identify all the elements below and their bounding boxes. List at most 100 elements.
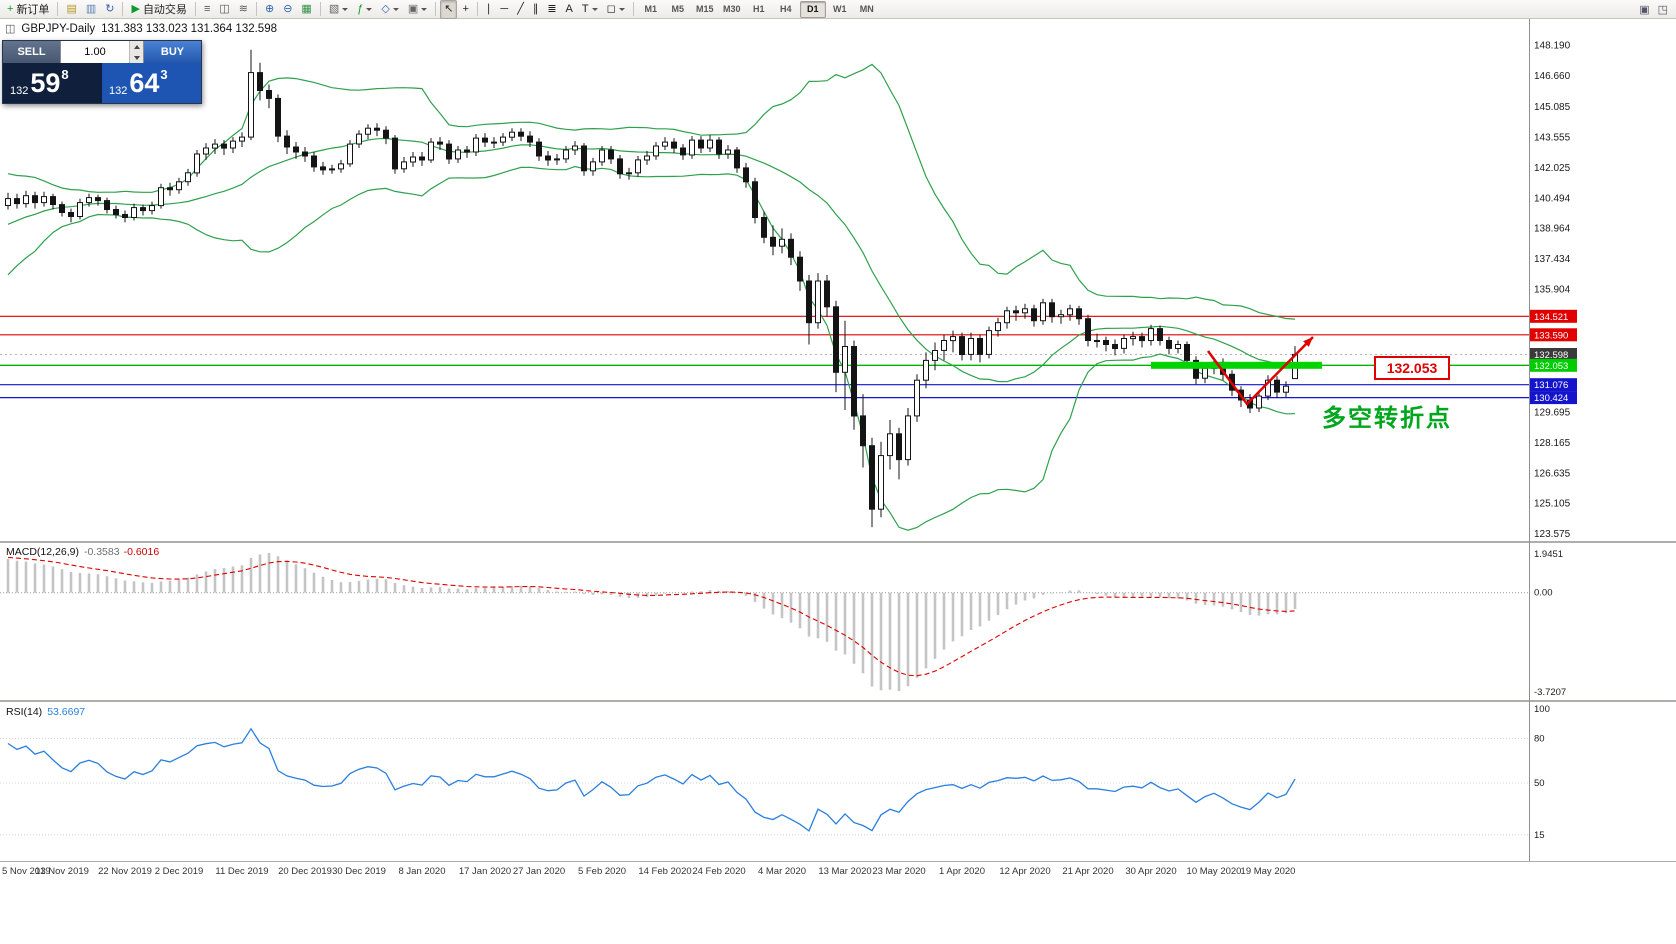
price-tag: 132.053 <box>1534 361 1568 372</box>
turning-point-note[interactable]: 多空转折点 <box>1322 405 1452 432</box>
price-tag: 131.076 <box>1534 380 1568 391</box>
date-label: 20 Dec 2019 <box>278 866 332 877</box>
new-chart-icon[interactable]: ▤ <box>66 2 77 15</box>
trendline-icon[interactable]: ╱ <box>517 2 524 15</box>
macd-indicator-label: MACD(12,26,9) -0.3583 -0.6016 <box>6 546 159 558</box>
line-chart-type-icon[interactable]: ≋ <box>238 2 248 15</box>
price-axis-label: 143.555 <box>1534 133 1571 144</box>
shapes-icon[interactable]: ◻ <box>603 0 629 19</box>
sell-price-sup: 8 <box>61 67 69 82</box>
volume-up-icon[interactable] <box>130 41 143 52</box>
cursor-icon[interactable]: ↖ <box>440 0 458 19</box>
chart-title-ohlc: 131.383 133.023 131.364 132.598 <box>101 22 277 35</box>
date-label: 1 Apr 2020 <box>939 866 985 877</box>
vertical-line-icon[interactable]: ∣ <box>485 2 492 15</box>
sell-price-big: 59 <box>30 68 61 98</box>
price-axis-label: 128.165 <box>1534 438 1571 449</box>
timeframe-button-mn[interactable]: MN <box>859 4 874 14</box>
buy-button[interactable]: BUY <box>144 41 201 63</box>
sell-price[interactable]: 132 59 8 <box>3 63 102 103</box>
volume-value[interactable]: 1.00 <box>84 46 106 58</box>
windows-icon[interactable]: ▣ <box>404 0 431 19</box>
horizontal-line-icon[interactable]: ─ <box>500 2 509 15</box>
date-label: 12 Apr 2020 <box>999 866 1050 877</box>
date-label: 30 Dec 2019 <box>332 866 386 877</box>
price-tag: 130.424 <box>1534 393 1568 404</box>
price-axis-label: 129.695 <box>1534 408 1571 419</box>
price-axis-label: 137.434 <box>1534 254 1571 265</box>
price-tag: 132.598 <box>1534 350 1568 361</box>
price-axis-label: 146.660 <box>1534 71 1571 82</box>
price-axis-label: 148.190 <box>1534 41 1571 52</box>
date-label: 5 Feb 2020 <box>578 866 626 877</box>
date-label: 8 Jan 2020 <box>398 866 445 877</box>
macd-label-text: MACD(12,26,9) <box>6 546 79 558</box>
date-label: 23 Mar 2020 <box>872 866 925 877</box>
fibonacci-icon[interactable]: ≣ <box>547 2 557 15</box>
timeframe-button-m1[interactable]: M1 <box>644 4 657 14</box>
new-order-button[interactable]: + 新订单 <box>7 2 50 17</box>
volume-down-icon[interactable] <box>130 52 143 63</box>
buy-price-head: 132 <box>109 85 128 97</box>
tile-windows-icon[interactable]: ▣ <box>1639 4 1650 16</box>
one-click-trading-panel: SELL 1.00 BUY 132 59 8 132 64 3 <box>2 40 202 104</box>
text-label-icon[interactable]: T <box>578 0 602 19</box>
timeframe-button-w1[interactable]: W1 <box>833 4 847 14</box>
timeframe-toolbar: M1 M5 M15 M30 H1 H4 D1 W1 MN <box>638 0 880 18</box>
buy-price-big: 64 <box>129 68 160 98</box>
timeframe-button-h1[interactable]: H1 <box>752 4 765 14</box>
grid-icon[interactable]: ▦ <box>301 2 312 15</box>
candlestick-type-icon[interactable]: ◫ <box>219 2 230 15</box>
price-axis-label: 145.085 <box>1534 102 1571 113</box>
channel-icon[interactable]: ∥ <box>532 2 539 15</box>
date-label: 30 Apr 2020 <box>1125 866 1176 877</box>
zoom-in-icon[interactable]: ⊕ <box>264 2 275 15</box>
macd-axis-zero: 0.00 <box>1534 588 1553 599</box>
text-icon[interactable]: A <box>565 2 573 15</box>
indicators-icon-caret-icon <box>366 7 373 11</box>
templates-icon[interactable]: ▧ <box>325 0 352 19</box>
chart-title: GBPJPY-Daily 131.383 133.023 131.364 132… <box>5 22 277 35</box>
crosshair-icon[interactable]: + <box>462 2 469 15</box>
new-order-button-label: 新订单 <box>16 4 50 16</box>
chart-title-symbol: GBPJPY-Daily <box>21 22 96 35</box>
buy-price[interactable]: 132 64 3 <box>102 63 201 103</box>
price-axis-label: 125.105 <box>1534 499 1571 510</box>
shapes-icon-caret-icon <box>618 7 625 11</box>
date-label: 13 Nov 2019 <box>35 866 89 877</box>
macd-axis-min: -3.7207 <box>1534 687 1566 698</box>
profiles-icon[interactable]: ▥ <box>85 2 97 15</box>
text-label-icon-caret-icon <box>591 7 598 11</box>
price-axis-label: 142.025 <box>1534 163 1571 174</box>
buy-price-sup: 3 <box>160 67 168 82</box>
autotrading-button[interactable]: ▶ 自动交易 <box>131 2 187 17</box>
date-label: 4 Mar 2020 <box>758 866 806 877</box>
chart-canvas[interactable]: 148.190 146.660 145.085 143.555 142.025 140.4… <box>0 19 1676 944</box>
chart-symbol-icon <box>5 22 15 35</box>
indicators-icon[interactable]: ƒ <box>353 0 376 19</box>
windows-icon-caret-icon <box>421 7 428 11</box>
bar-chart-type-icon[interactable]: ≡ <box>203 2 211 15</box>
timeframe-button-m30[interactable]: M30 <box>722 4 741 14</box>
objects-icon[interactable]: ◇ <box>377 0 402 19</box>
timeframe-button-m15[interactable]: M15 <box>695 4 714 14</box>
timeframe-button-m5[interactable]: M5 <box>671 4 684 14</box>
date-label: 2 Dec 2019 <box>155 866 204 877</box>
chart-window: 148.190 146.660 145.085 143.555 142.025 140.4… <box>0 19 1676 944</box>
toolbar: + 新订单 ▤ ▥ ↻ ▶ 自动交易 ≡ ◫ ≋ ⊕ ⊖ ▦ ▧ ƒ ◇ ▣ ↖ + ∣ ─ ╱ ∥ ≣ A T ◻ M1 M5 M15 M… <box>0 0 1676 19</box>
refresh-icon[interactable]: ↻ <box>105 2 115 15</box>
date-label: 27 Jan 2020 <box>513 866 565 877</box>
volume-field[interactable]: 1.00 <box>60 41 144 63</box>
window-zoom-icon[interactable]: ◳ <box>1657 4 1668 16</box>
zoom-out-icon[interactable]: ⊖ <box>283 2 293 15</box>
timeframe-button-d1[interactable]: D1 <box>799 0 826 18</box>
toolbar-right-icons: ▣ ◳ <box>1635 1 1672 20</box>
timeframe-button-h4[interactable]: H4 <box>779 4 792 14</box>
sell-price-head: 132 <box>10 85 29 97</box>
sell-button[interactable]: SELL <box>3 41 60 63</box>
date-label: 24 Feb 2020 <box>692 866 745 877</box>
macd-main-value: -0.3583 <box>83 546 120 558</box>
rsi-indicator-label: RSI(14) 53.6697 <box>6 706 85 718</box>
price-level-annotation[interactable]: 132.053 <box>1374 356 1450 380</box>
rsi-axis-label: 80 <box>1534 734 1545 745</box>
